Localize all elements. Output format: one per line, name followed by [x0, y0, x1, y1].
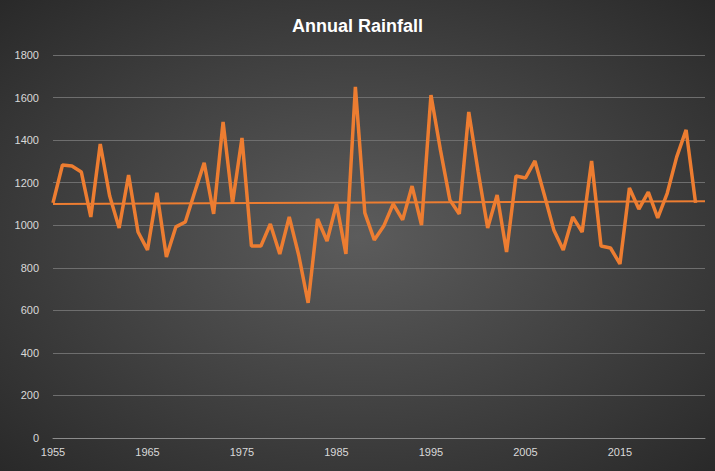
svg-text:600: 600 [21, 304, 39, 316]
svg-text:1955: 1955 [41, 446, 65, 458]
svg-text:1965: 1965 [135, 446, 159, 458]
svg-text:1400: 1400 [15, 134, 39, 146]
svg-text:400: 400 [21, 347, 39, 359]
svg-text:800: 800 [21, 262, 39, 274]
svg-text:1995: 1995 [419, 446, 443, 458]
svg-text:1975: 1975 [230, 446, 254, 458]
svg-text:2005: 2005 [513, 446, 537, 458]
svg-text:1000: 1000 [15, 219, 39, 231]
svg-text:Annual Rainfall: Annual Rainfall [292, 16, 423, 36]
svg-text:0: 0 [33, 432, 39, 444]
svg-text:1600: 1600 [15, 92, 39, 104]
svg-text:2015: 2015 [608, 446, 632, 458]
svg-text:200: 200 [21, 389, 39, 401]
svg-text:1200: 1200 [15, 177, 39, 189]
svg-text:1800: 1800 [15, 49, 39, 61]
svg-text:1985: 1985 [324, 446, 348, 458]
